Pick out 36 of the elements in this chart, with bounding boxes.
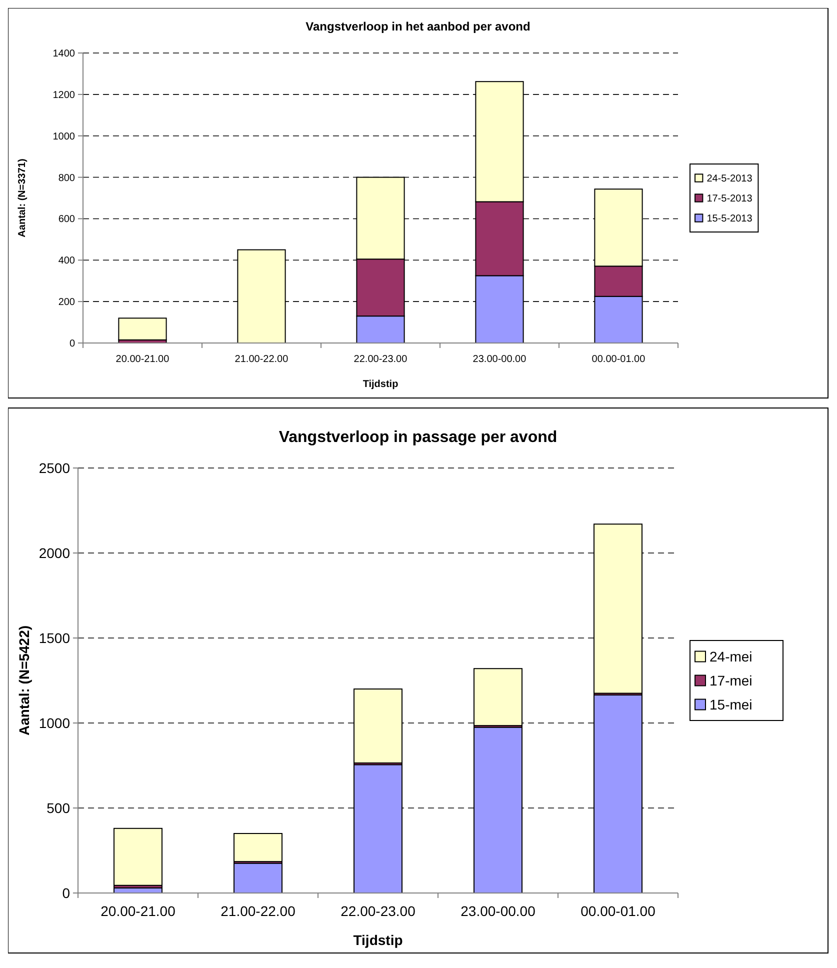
- legend-label: 17-5-2013: [706, 194, 753, 204]
- x-tick-label: 20.00-21.00: [116, 354, 170, 365]
- legend-label: 24-mei: [710, 648, 752, 664]
- y-tick-label: 400: [58, 256, 76, 267]
- chart-title: Vangstverloop in passage per avond: [278, 429, 558, 446]
- x-tick-label: 23.00-00.00: [472, 354, 527, 365]
- y-tick-label: 500: [46, 800, 70, 816]
- x-tick-label: 21.00-22.00: [220, 903, 296, 919]
- y-tick-label: 2500: [38, 460, 70, 476]
- legend-label: 17-mei: [710, 672, 752, 688]
- y-tick-label: 1500: [38, 630, 70, 646]
- x-tick-label: 23.00-00.00: [460, 903, 536, 919]
- y-tick-label: 800: [58, 172, 76, 184]
- y-tick-label: 2000: [38, 544, 70, 561]
- y-tick-label: 600: [58, 214, 76, 226]
- y-tick-label: 0: [69, 338, 76, 350]
- x-axis-title: Tijdstip: [362, 379, 398, 390]
- x-axis-title: Tijdstip: [353, 932, 403, 948]
- x-tick-label: 00.00-01.00: [592, 354, 646, 365]
- legend-label: 15-5-2013: [706, 214, 753, 224]
- chart-title: Vangstverloop in het aanbod per avond: [306, 20, 530, 34]
- y-tick-label: 1400: [52, 48, 76, 60]
- x-tick-label: 21.00-22.00: [234, 354, 289, 365]
- y-axis-title: Aantal: (N=5422): [16, 625, 32, 736]
- x-tick-label: 22.00-23.00: [340, 903, 416, 919]
- y-tick-label: 1000: [38, 714, 70, 731]
- x-tick-label: 20.00-21.00: [100, 903, 176, 919]
- y-tick-label: 200: [58, 297, 76, 308]
- x-tick-label: 00.00-01.00: [580, 903, 656, 919]
- legend-label: 24-5-2013: [706, 174, 753, 184]
- x-tick-label: 22.00-23.00: [354, 354, 408, 365]
- y-tick-label: 1200: [52, 90, 76, 101]
- y-tick-label: 0: [62, 884, 70, 901]
- y-axis-title: Aantal: (N=3371): [17, 158, 28, 238]
- legend-label: 15-mei: [710, 696, 752, 712]
- y-tick-label: 1000: [52, 131, 76, 142]
